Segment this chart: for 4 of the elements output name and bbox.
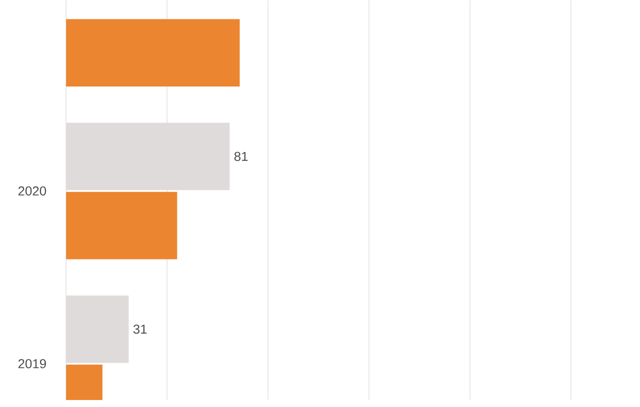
data-label: 31	[133, 324, 147, 334]
y-tick-label: 2019	[18, 359, 46, 368]
y-tick-label: 2020	[18, 186, 46, 196]
data-label: 81	[234, 152, 248, 162]
